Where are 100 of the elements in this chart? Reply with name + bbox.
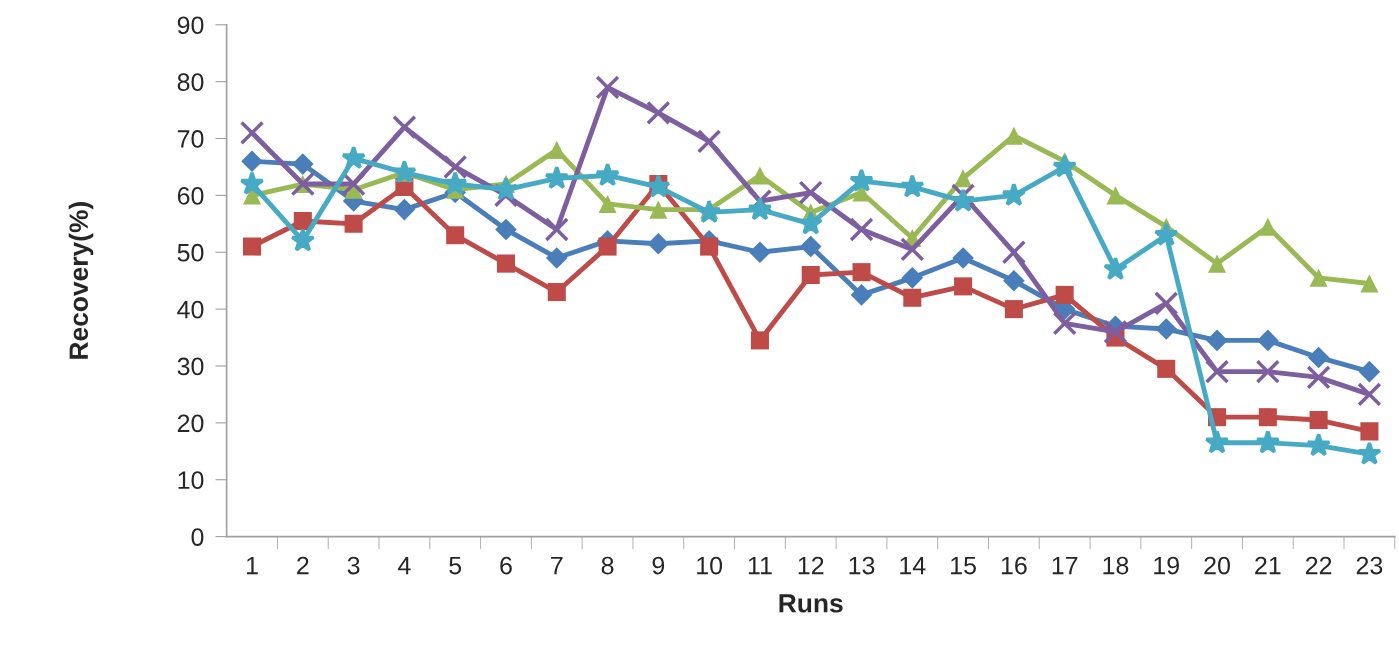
x-tick-label: 12 xyxy=(798,556,824,575)
point xyxy=(1106,186,1125,205)
x-tick-label: 16 xyxy=(1001,556,1027,575)
point xyxy=(393,198,416,221)
point xyxy=(647,232,670,255)
point xyxy=(1204,359,1230,384)
point xyxy=(1004,300,1023,319)
x-tick-label: 6 xyxy=(500,556,512,575)
point xyxy=(341,145,366,170)
point xyxy=(598,194,617,213)
y-tick-label: 0 xyxy=(191,528,204,546)
point xyxy=(344,214,363,233)
point xyxy=(1001,240,1027,265)
point xyxy=(1052,311,1077,336)
point xyxy=(696,129,722,154)
point xyxy=(696,199,722,224)
point xyxy=(1307,346,1330,369)
point xyxy=(547,140,566,159)
point xyxy=(545,247,568,269)
point xyxy=(1358,360,1381,383)
x-tick-label: 21 xyxy=(1255,556,1281,575)
point xyxy=(1154,291,1179,316)
point xyxy=(1003,269,1025,292)
point xyxy=(495,218,517,241)
point xyxy=(547,283,566,302)
point xyxy=(1103,256,1128,281)
point xyxy=(1357,441,1382,465)
point xyxy=(1306,432,1331,457)
x-axis-title: Runs xyxy=(779,594,843,613)
point xyxy=(747,196,773,221)
point xyxy=(290,228,316,252)
point xyxy=(849,217,874,242)
point xyxy=(598,237,617,256)
x-tick-label: 14 xyxy=(900,556,926,575)
x-tick-label: 1 xyxy=(246,556,258,575)
point xyxy=(1004,126,1023,145)
point xyxy=(798,180,823,205)
point xyxy=(954,169,973,188)
point xyxy=(292,153,314,175)
x-tick-label: 8 xyxy=(601,556,614,575)
point xyxy=(595,162,620,187)
point xyxy=(1309,268,1328,287)
point xyxy=(293,211,312,230)
point xyxy=(1204,429,1230,454)
x-tick-label: 13 xyxy=(849,556,875,575)
point xyxy=(749,241,771,264)
point xyxy=(750,166,769,185)
point xyxy=(544,217,569,242)
y-tick-label: 50 xyxy=(177,243,204,262)
point xyxy=(750,331,769,350)
point xyxy=(801,265,820,285)
point xyxy=(1103,319,1128,345)
point xyxy=(241,150,263,173)
point xyxy=(901,267,924,289)
x-tick-label: 11 xyxy=(748,556,772,575)
point xyxy=(442,171,468,195)
point xyxy=(1052,154,1077,178)
point xyxy=(1001,182,1027,207)
point xyxy=(849,168,874,192)
x-tick-label: 18 xyxy=(1103,556,1129,575)
point xyxy=(899,174,925,198)
point xyxy=(239,120,265,145)
point xyxy=(493,176,519,201)
y-tick-label: 10 xyxy=(178,471,204,490)
point xyxy=(646,100,671,126)
point xyxy=(1255,429,1281,454)
y-axis-title: Recovery(%) xyxy=(68,202,94,359)
point xyxy=(544,165,570,190)
y-tick-label: 80 xyxy=(177,73,204,91)
x-tick-label: 20 xyxy=(1204,556,1230,575)
x-tick-label: 10 xyxy=(697,556,723,575)
point xyxy=(1306,365,1331,390)
point xyxy=(1055,285,1074,304)
x-tick-label: 4 xyxy=(398,556,411,575)
point xyxy=(496,254,516,273)
point xyxy=(392,114,417,140)
y-tick-label: 20 xyxy=(177,414,204,433)
y-tick-label: 30 xyxy=(177,357,204,376)
y-tick-label: 70 xyxy=(177,130,204,148)
y-tick-label: 40 xyxy=(177,300,204,319)
point xyxy=(1360,274,1379,293)
point xyxy=(850,284,873,306)
point xyxy=(1208,254,1227,273)
point xyxy=(852,263,871,282)
y-tick-label: 60 xyxy=(177,186,204,205)
point xyxy=(799,235,822,258)
point xyxy=(903,288,922,307)
point xyxy=(954,277,973,296)
y-tick-label: 90 xyxy=(177,16,204,35)
point xyxy=(1258,408,1277,427)
point xyxy=(1257,329,1279,352)
x-tick-label: 17 xyxy=(1052,556,1078,575)
point xyxy=(798,210,824,235)
x-tick-label: 23 xyxy=(1356,556,1383,575)
point xyxy=(595,75,620,100)
point xyxy=(1357,382,1382,407)
point xyxy=(1206,329,1228,352)
point xyxy=(443,154,468,180)
point xyxy=(700,237,719,256)
point xyxy=(1309,410,1328,430)
